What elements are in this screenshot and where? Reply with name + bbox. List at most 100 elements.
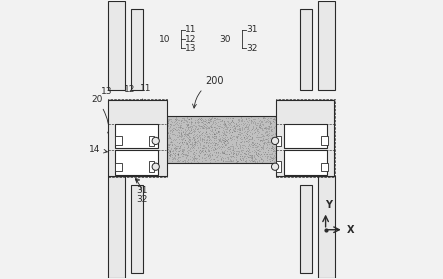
Point bbox=[270, 157, 277, 161]
Point bbox=[265, 140, 272, 145]
Point bbox=[153, 149, 160, 154]
Point bbox=[186, 137, 193, 142]
Point bbox=[184, 131, 191, 135]
Point bbox=[143, 138, 150, 143]
Point bbox=[258, 145, 265, 149]
Point bbox=[260, 140, 268, 144]
Point bbox=[171, 153, 178, 157]
Point bbox=[260, 144, 267, 149]
Point bbox=[285, 123, 292, 128]
Point bbox=[276, 145, 283, 150]
Point bbox=[181, 152, 188, 157]
Point bbox=[154, 150, 161, 154]
Point bbox=[213, 117, 220, 121]
Point bbox=[244, 120, 251, 124]
Point bbox=[189, 140, 196, 145]
Point bbox=[262, 126, 269, 130]
Point bbox=[267, 139, 274, 144]
Point bbox=[245, 155, 252, 160]
Point bbox=[200, 125, 207, 130]
Point bbox=[184, 125, 191, 130]
Point bbox=[214, 130, 222, 134]
Point bbox=[286, 153, 293, 157]
Point bbox=[233, 158, 241, 163]
Point bbox=[162, 136, 169, 141]
Point bbox=[170, 126, 177, 130]
Point bbox=[209, 141, 216, 145]
Point bbox=[196, 141, 203, 146]
Point bbox=[215, 144, 222, 149]
Point bbox=[294, 151, 301, 156]
Point bbox=[238, 119, 245, 124]
Point bbox=[206, 131, 213, 135]
Point bbox=[261, 126, 268, 130]
Point bbox=[194, 141, 201, 145]
Point bbox=[259, 128, 266, 132]
Point bbox=[260, 158, 267, 163]
Point bbox=[222, 139, 229, 143]
Point bbox=[148, 130, 155, 134]
Point bbox=[152, 117, 159, 122]
Point bbox=[154, 142, 161, 146]
Point bbox=[172, 151, 179, 155]
Point bbox=[187, 139, 194, 143]
Point bbox=[191, 140, 198, 145]
Point bbox=[215, 120, 222, 124]
Point bbox=[181, 140, 188, 145]
Point bbox=[212, 145, 219, 150]
Point bbox=[185, 125, 192, 129]
Point bbox=[181, 117, 188, 121]
Point bbox=[189, 142, 196, 147]
Point bbox=[287, 129, 294, 133]
Point bbox=[158, 152, 165, 157]
Point bbox=[241, 151, 249, 155]
Point bbox=[234, 131, 241, 136]
Point bbox=[219, 158, 226, 162]
Point bbox=[237, 116, 245, 120]
Point bbox=[190, 156, 197, 161]
Point bbox=[154, 128, 161, 132]
Point bbox=[198, 148, 206, 153]
Point bbox=[204, 147, 211, 152]
Point bbox=[294, 148, 301, 152]
Point bbox=[288, 125, 295, 129]
Point bbox=[188, 116, 195, 121]
Point bbox=[258, 124, 265, 128]
Point bbox=[257, 152, 264, 156]
Point bbox=[212, 116, 219, 120]
Point bbox=[176, 149, 183, 153]
Point bbox=[258, 138, 265, 142]
Point bbox=[198, 146, 206, 150]
Point bbox=[267, 120, 274, 125]
Point bbox=[216, 154, 223, 159]
Point bbox=[267, 125, 274, 129]
Point bbox=[186, 125, 193, 130]
Point bbox=[183, 142, 190, 146]
Point bbox=[146, 153, 153, 158]
Point bbox=[186, 149, 193, 154]
Point bbox=[215, 129, 222, 134]
Point bbox=[273, 149, 280, 154]
Point bbox=[216, 132, 223, 136]
Point bbox=[246, 118, 253, 122]
Point bbox=[266, 151, 273, 156]
Point bbox=[176, 124, 183, 129]
Point bbox=[153, 120, 160, 124]
Point bbox=[212, 133, 219, 138]
Point bbox=[275, 130, 282, 135]
Point bbox=[204, 133, 211, 138]
Point bbox=[170, 132, 177, 136]
Point bbox=[167, 149, 174, 154]
Point bbox=[254, 141, 261, 146]
Point bbox=[163, 143, 170, 148]
Point bbox=[245, 123, 252, 128]
Point bbox=[216, 124, 223, 128]
Point bbox=[179, 152, 186, 157]
Point bbox=[194, 132, 201, 136]
Point bbox=[260, 138, 267, 142]
Point bbox=[214, 130, 221, 135]
Point bbox=[151, 138, 158, 142]
Point bbox=[173, 136, 180, 141]
Point bbox=[162, 143, 169, 148]
Point bbox=[282, 141, 289, 145]
